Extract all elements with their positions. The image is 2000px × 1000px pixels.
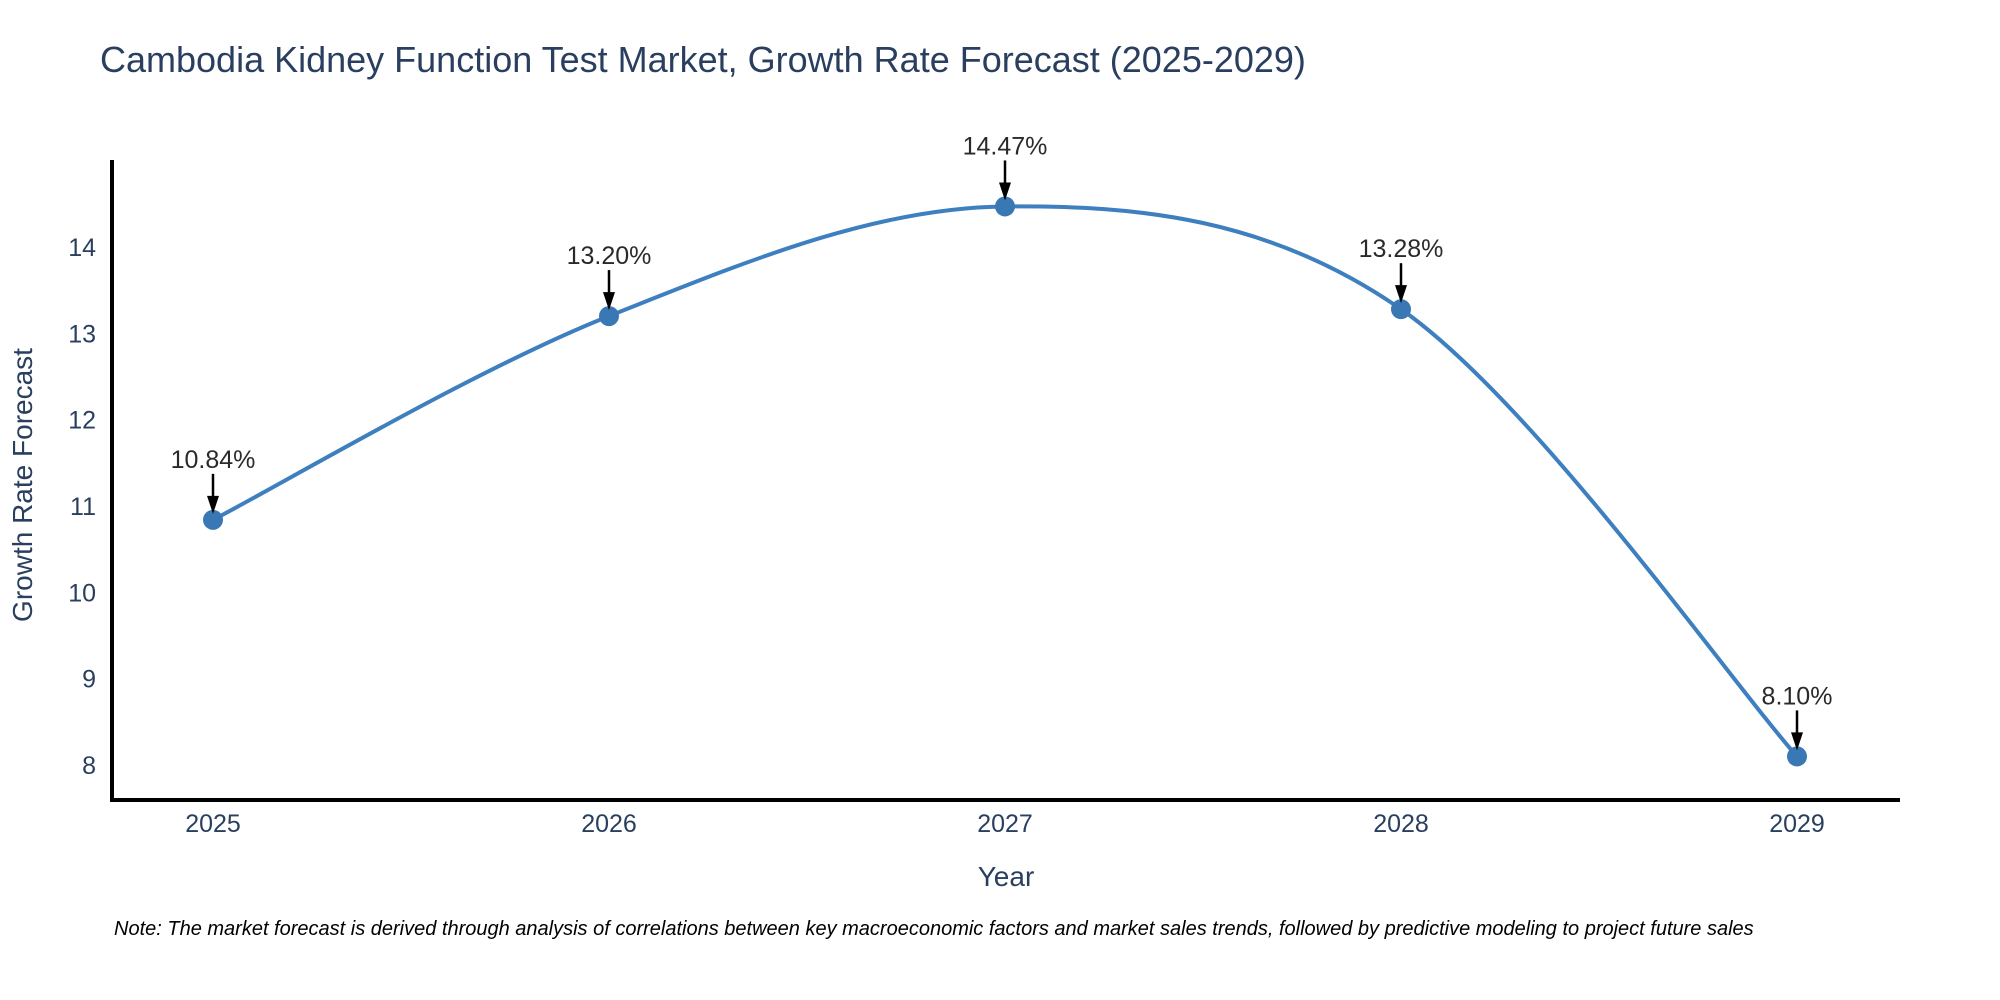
- data-point-label: 8.10%: [1762, 682, 1833, 710]
- x-tick-label: 2027: [977, 810, 1033, 838]
- data-point-label: 13.28%: [1359, 235, 1444, 263]
- chart-title: Cambodia Kidney Function Test Market, Gr…: [100, 39, 1306, 80]
- data-point-marker[interactable]: [203, 509, 223, 530]
- data-point-marker[interactable]: [1787, 746, 1807, 767]
- trend-line: [212, 204, 1799, 758]
- x-tick-label: 2028: [1373, 810, 1429, 838]
- y-tick-label: 8: [82, 752, 96, 780]
- x-tick-label: 2025: [185, 810, 241, 838]
- data-point-label: 10.84%: [171, 446, 256, 474]
- y-tick-label: 10: [68, 579, 96, 607]
- x-axis-title: Year: [978, 861, 1035, 892]
- data-point-marker[interactable]: [599, 306, 619, 327]
- annotation-arrowhead-icon: [603, 292, 615, 311]
- y-axis-title: Growth Rate Forecast: [7, 348, 38, 622]
- annotation-arrowhead-icon: [999, 182, 1011, 201]
- annotation-arrowhead-icon: [1791, 732, 1803, 751]
- y-tick-label: 11: [70, 493, 96, 521]
- data-point-marker[interactable]: [1391, 299, 1411, 320]
- x-tick-label: 2026: [581, 810, 637, 838]
- data-point-label: 13.20%: [567, 242, 652, 270]
- annotation-arrowhead-icon: [1395, 285, 1407, 304]
- annotation-arrowhead-icon: [207, 495, 219, 514]
- x-tick-label: 2029: [1769, 810, 1825, 838]
- y-tick-label: 12: [68, 407, 96, 435]
- y-tick-label: 13: [68, 320, 96, 348]
- y-tick-label: 14: [68, 234, 96, 262]
- y-tick-label: 9: [82, 666, 96, 694]
- data-point-label: 14.47%: [963, 132, 1048, 160]
- data-point-marker[interactable]: [995, 196, 1015, 217]
- footnote: Note: The market forecast is derived thr…: [114, 918, 1754, 940]
